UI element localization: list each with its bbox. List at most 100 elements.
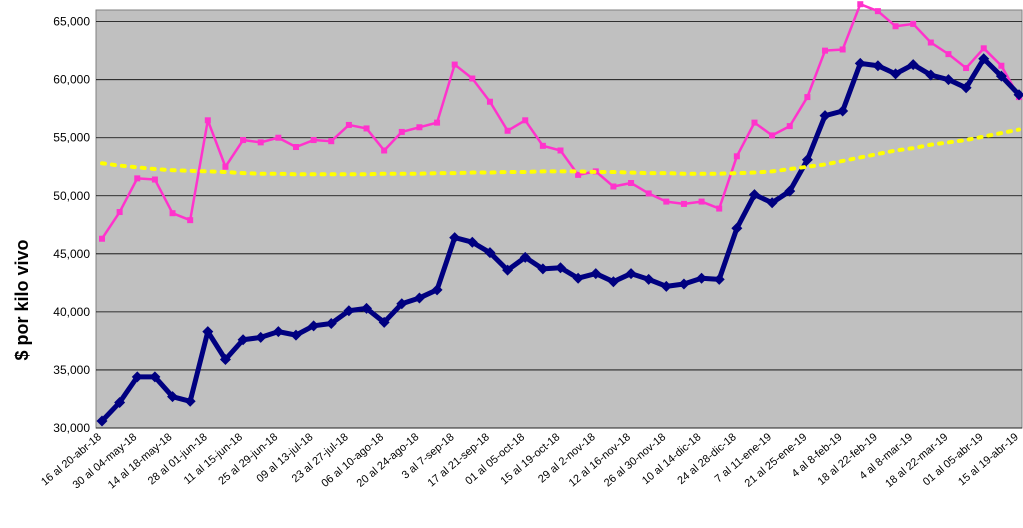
data-point: [378, 316, 390, 328]
data-point: [131, 371, 143, 383]
data-point: [434, 119, 441, 126]
data-point: [839, 46, 846, 53]
data-point: [998, 62, 1005, 69]
x-tick-label: 16 al 20-abr-18: [39, 431, 104, 488]
data-point: [575, 171, 582, 178]
data-point: [396, 298, 408, 310]
data-point: [187, 217, 194, 224]
data-point: [678, 278, 690, 290]
data-point: [363, 125, 370, 132]
data-point: [539, 142, 546, 149]
data-point: [486, 98, 493, 105]
data-point: [114, 396, 126, 408]
data-point: [555, 262, 566, 274]
data-point: [116, 209, 123, 216]
data-point: [167, 391, 179, 403]
data-point: [892, 23, 899, 30]
y-tick-label: 50,000: [53, 189, 90, 203]
data-point: [484, 247, 496, 259]
data-point: [151, 176, 158, 183]
series-2: [96, 53, 1023, 427]
data-point: [398, 128, 405, 135]
data-point: [978, 53, 990, 65]
data-point: [680, 200, 687, 207]
data-point: [343, 305, 355, 317]
x-tick-label: 15 al 19-abr-19: [956, 431, 1021, 488]
data-point: [275, 134, 282, 141]
data-point: [660, 280, 672, 292]
y-tick-label: 45,000: [53, 247, 90, 261]
data-point: [557, 147, 564, 154]
data-point: [519, 251, 531, 263]
data-point: [731, 222, 743, 234]
y-tick-label: 30,000: [53, 421, 90, 435]
data-point: [413, 292, 425, 304]
data-point: [449, 232, 461, 244]
data-point: [431, 284, 443, 296]
y-axis-label: $ por kilo vivo: [12, 239, 32, 360]
x-tick-label: 06 al 10-ago-18: [319, 431, 386, 490]
x-tick-label: 21 al 25-ene-19: [743, 431, 810, 490]
data-point: [537, 263, 549, 275]
data-point: [645, 190, 652, 197]
x-tick-label: 26 al 30-nov-18: [602, 431, 668, 489]
data-point: [149, 371, 161, 383]
data-point: [995, 70, 1007, 82]
data-point: [927, 39, 934, 46]
x-tick-label: 17 al 21-sep-18: [426, 431, 492, 489]
data-point: [451, 61, 458, 68]
data-point: [907, 59, 919, 71]
data-point: [945, 51, 952, 58]
data-point: [257, 139, 264, 146]
data-point: [801, 154, 813, 166]
data-point: [769, 132, 776, 139]
data-point: [272, 326, 284, 338]
data-point: [308, 320, 320, 332]
data-point: [292, 144, 299, 151]
data-point: [925, 69, 937, 81]
y-tick-label: 60,000: [53, 73, 90, 87]
x-tick-label: 20 al 24-ago-18: [355, 431, 422, 490]
data-point: [837, 105, 849, 117]
data-point: [713, 273, 725, 285]
data-point: [610, 183, 617, 190]
data-point: [960, 82, 972, 94]
data-point: [96, 415, 108, 427]
data-point: [625, 268, 637, 280]
data-point: [416, 124, 423, 131]
data-point: [1013, 89, 1023, 101]
data-point: [328, 138, 335, 145]
data-point: [134, 175, 141, 182]
y-tick-label: 55,000: [53, 131, 90, 145]
data-point: [325, 318, 337, 329]
data-point: [628, 180, 635, 187]
x-tick-label: 14 al 18-may-18: [106, 431, 175, 491]
data-point: [874, 8, 881, 15]
data-point: [184, 395, 196, 407]
x-tick-label: 18 al 22-mar-19: [883, 431, 950, 490]
data-point: [240, 137, 247, 144]
data-point: [222, 163, 229, 170]
y-axis-ticks: 30,000 35,000 40,000 45,000 50,000 55,000 60,0…: [53, 15, 90, 435]
data-point: [822, 47, 829, 54]
data-point: [748, 189, 760, 201]
data-point: [733, 153, 740, 160]
data-point: [590, 268, 602, 280]
data-point: [572, 272, 584, 284]
data-point: [819, 110, 831, 122]
data-point: [696, 272, 708, 284]
data-point: [502, 264, 514, 276]
data-point: [786, 123, 793, 130]
data-point: [204, 117, 211, 124]
data-point: [522, 117, 529, 124]
x-tick-label: 18 al 22-feb-19: [815, 431, 879, 488]
data-point: [381, 147, 388, 154]
data-point: [607, 276, 619, 288]
data-point: [751, 119, 758, 126]
data-point: [466, 236, 478, 248]
data-point: [345, 121, 352, 128]
data-point: [202, 326, 214, 338]
